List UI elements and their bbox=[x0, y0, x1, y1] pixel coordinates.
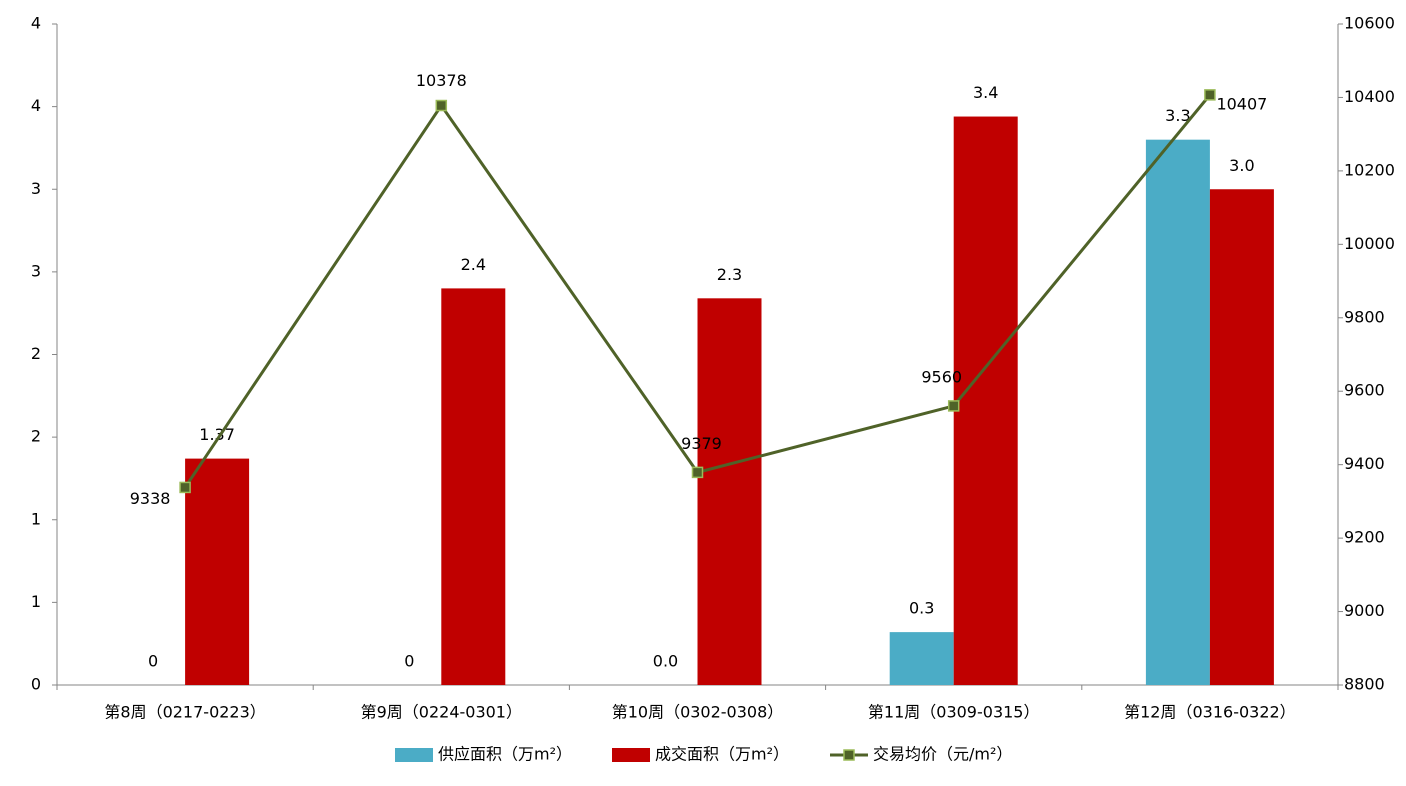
line-value-label: 9338 bbox=[130, 489, 171, 508]
y2-tick-label: 10400 bbox=[1344, 87, 1395, 106]
y2-tick-label: 9200 bbox=[1344, 528, 1385, 547]
y2-tick-label: 10200 bbox=[1344, 160, 1395, 179]
y-tick-label: 3 bbox=[31, 179, 41, 198]
legend-swatch bbox=[395, 748, 433, 762]
bar-value-label: 2.3 bbox=[717, 265, 742, 284]
y-tick-label: 2 bbox=[31, 344, 41, 363]
y2-tick-label: 10000 bbox=[1344, 234, 1395, 253]
y2-tick-label: 9400 bbox=[1344, 454, 1385, 473]
line-value-label: 10378 bbox=[416, 71, 467, 90]
y2-tick-label: 9800 bbox=[1344, 307, 1385, 326]
bar-value-label: 0 bbox=[148, 652, 158, 671]
bar bbox=[953, 116, 1018, 686]
bar bbox=[697, 298, 762, 685]
bar-value-label: 0 bbox=[404, 652, 414, 671]
bar-value-label: 3.3 bbox=[1165, 106, 1190, 125]
bar bbox=[1209, 189, 1274, 685]
line-value-label: 9560 bbox=[921, 367, 962, 386]
legend-swatch bbox=[612, 748, 650, 762]
legend-label: 供应面积（万m²） bbox=[438, 745, 572, 764]
x-tick-label: 第9周（0224-0301） bbox=[361, 703, 522, 722]
line-value-label: 10407 bbox=[1216, 94, 1267, 113]
x-tick-label: 第10周（0302-0308） bbox=[612, 703, 784, 722]
y-tick-label: 1 bbox=[31, 509, 41, 528]
bar-value-label: 1.37 bbox=[199, 425, 235, 444]
bar bbox=[441, 288, 506, 685]
y-tick-label: 2 bbox=[31, 427, 41, 446]
y-tick-label: 0 bbox=[31, 675, 41, 694]
bar bbox=[889, 632, 954, 685]
bar-value-label: 0.3 bbox=[909, 599, 934, 618]
bar bbox=[1145, 139, 1210, 686]
y2-tick-label: 9600 bbox=[1344, 381, 1385, 400]
y-tick-label: 4 bbox=[31, 14, 41, 33]
bar-value-label: 0.0 bbox=[653, 652, 678, 671]
bar bbox=[185, 458, 250, 685]
line-marker bbox=[1204, 89, 1216, 101]
y2-tick-label: 9000 bbox=[1344, 601, 1385, 620]
legend-marker bbox=[843, 749, 855, 761]
line-marker bbox=[435, 99, 448, 112]
bar-value-label: 2.4 bbox=[461, 255, 486, 274]
y-tick-label: 4 bbox=[31, 96, 41, 115]
y-tick-label: 3 bbox=[31, 261, 41, 280]
x-tick-label: 第12周（0316-0322） bbox=[1124, 703, 1296, 722]
line-value-label: 9379 bbox=[681, 434, 722, 453]
legend-label: 成交面积（万m²） bbox=[655, 745, 789, 764]
legend-label: 交易均价（元/m²） bbox=[873, 745, 1012, 764]
y2-tick-label: 8800 bbox=[1344, 675, 1385, 694]
line-marker bbox=[691, 466, 704, 479]
line-marker bbox=[947, 400, 960, 412]
bar-value-label: 3.4 bbox=[973, 83, 998, 102]
bar-value-label: 3.0 bbox=[1229, 156, 1254, 175]
x-tick-label: 第11周（0309-0315） bbox=[868, 703, 1040, 722]
y2-tick-label: 10600 bbox=[1344, 14, 1395, 33]
y-tick-label: 1 bbox=[31, 592, 41, 611]
x-tick-label: 第8周（0217-0223） bbox=[104, 703, 265, 722]
line-marker bbox=[179, 481, 191, 494]
